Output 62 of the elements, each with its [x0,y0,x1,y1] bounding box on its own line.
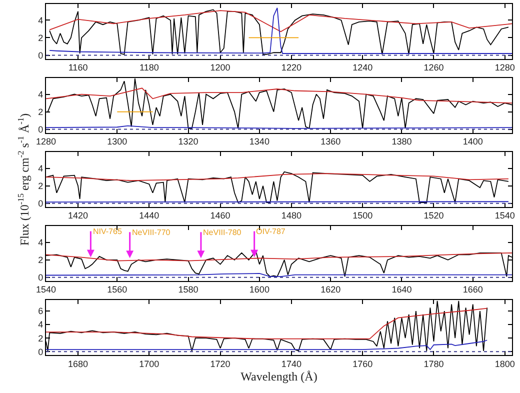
x-tick-label: 1220 [281,62,302,73]
line-series [46,308,488,340]
x-tick-label: 1460 [210,210,230,221]
x-tick-label: 1580 [178,284,198,295]
line-series [46,252,512,262]
x-tick-label: 1680 [68,358,88,369]
y-tick-label: 2 [38,32,44,43]
x-tick-label: 1420 [68,210,88,221]
x-tick-label: 1720 [210,358,230,369]
x-tick-label: 1280 [36,136,56,147]
x-tick-label: 1400 [462,136,483,147]
y-tick-label: 4 [38,15,44,26]
x-tick-label: 1380 [392,136,412,147]
annotation: NeVIII-780 [203,228,242,237]
line-series [46,173,509,182]
y-tick-label: 2 [38,255,44,266]
y-tick-label: 0 [38,50,44,60]
y-tick-label: 0 [38,272,44,283]
x-tick-label: 1620 [320,284,341,295]
y-tick-label: 4 [38,89,44,100]
line-series [46,88,512,104]
y-tick-label: 2 [38,333,44,344]
x-tick-label: 1480 [281,210,302,221]
x-tick-label: 1440 [139,210,160,221]
x-tick-label: 1200 [210,62,230,73]
x-tick-label: 1280 [494,62,515,73]
y-tick-label: 4 [38,163,44,174]
y-tick-label: 2 [38,181,44,191]
line-series [49,10,512,32]
x-tick-label: 1180 [139,62,159,73]
x-tick-label: 1780 [424,358,444,369]
x-tick-label: 1260 [424,62,444,73]
x-tick-label: 1340 [249,136,270,147]
y-tick-label: 6 [38,306,44,316]
y-tick-label: 0 [38,124,44,134]
x-axis-title: Wavelength (Å) [240,370,318,384]
y-tick-label: 0 [38,346,44,357]
x-tick-label: 1320 [178,136,198,147]
x-tick-label: 1160 [68,62,88,73]
x-tick-label: 1800 [494,358,515,369]
y-tick-label: 0 [38,198,44,209]
x-tick-label: 1660 [462,284,483,295]
x-tick-label: 1600 [249,284,270,295]
annotation: NeVIII-770 [132,228,171,237]
x-tick-label: 1540 [494,210,515,221]
x-tick-label: 1500 [352,210,373,221]
annotation: NIV-765 [93,227,122,236]
x-tick-label: 1740 [281,358,302,369]
x-tick-label: 1760 [352,358,373,369]
x-tick-label: 1640 [392,284,412,295]
x-tick-label: 1560 [107,284,128,295]
y-tick-label: 2 [38,106,44,117]
x-tick-label: 1240 [352,62,373,73]
y-tick-label: 4 [38,320,44,330]
x-tick-label: 1700 [139,358,160,369]
y-tick-label: 4 [38,238,44,248]
annotation: OIV-787 [256,227,286,236]
x-tick-label: 1540 [36,284,56,295]
x-tick-label: 1300 [107,136,128,147]
line-series [46,340,488,350]
x-tick-label: 1520 [424,210,444,221]
x-tick-label: 1360 [320,136,341,147]
